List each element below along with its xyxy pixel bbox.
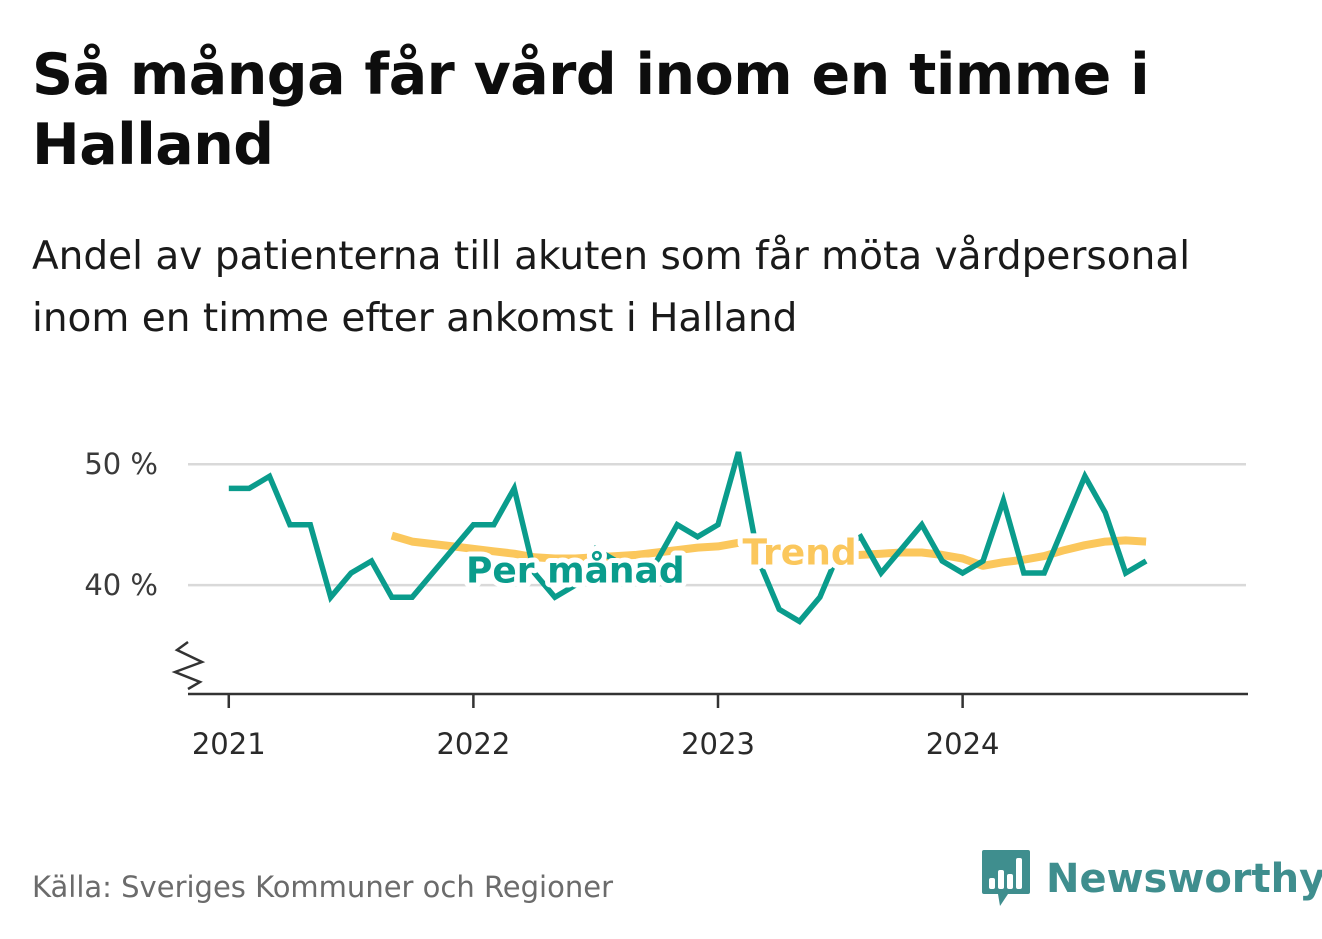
y-tick-label: 40 %: [84, 568, 158, 602]
source-note: Källa: Sveriges Kommuner och Regioner: [32, 870, 614, 904]
brand-name: Newsworthy: [1046, 856, 1322, 902]
chart-subtitle: Andel av patienterna till akuten som får…: [32, 234, 1191, 341]
y-tick-label: 50 %: [84, 447, 158, 481]
series-line-per-manad: [228, 451, 1148, 625]
brand[interactable]: Newsworthy: [980, 848, 1322, 910]
x-tick-label: 2021: [192, 727, 266, 761]
x-tick-label: 2023: [681, 727, 755, 761]
chart-title: Så många får vård inom en timme i Hallan…: [32, 42, 1150, 178]
newsworthy-logo-icon: [982, 850, 1030, 906]
series-label: Per månad: [466, 551, 685, 592]
x-tick-label: 2024: [926, 727, 1000, 761]
x-tick-label: 2022: [436, 727, 510, 761]
axis-break-icon: [171, 640, 206, 691]
series-label: Trend: [742, 532, 856, 573]
